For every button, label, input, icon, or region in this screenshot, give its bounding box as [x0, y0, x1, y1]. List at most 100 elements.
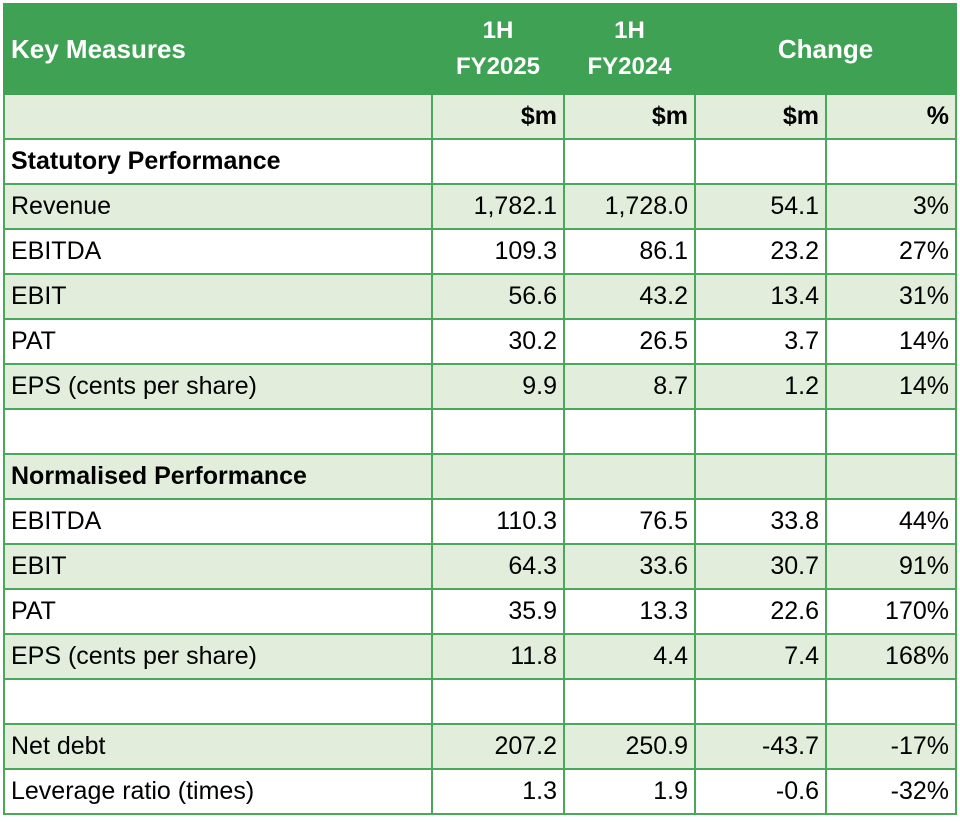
row-label: EBIT [3, 543, 433, 590]
value-percent: -32% [825, 768, 957, 815]
key-measures-table: Key Measures 1H FY2025 1H FY2024 Change … [3, 3, 957, 815]
value-percent: 44% [825, 498, 957, 545]
table-row: Leverage ratio (times) 1.3 1.9 -0.6 -32% [3, 768, 957, 815]
value-percent: -17% [825, 723, 957, 770]
row-label: EBIT [3, 273, 433, 320]
empty-cell [694, 453, 827, 500]
row-label: EBITDA [3, 498, 433, 545]
section-row-statutory: Statutory Performance [3, 138, 957, 185]
value-change: -0.6 [694, 768, 827, 815]
value-percent: 91% [825, 543, 957, 590]
empty-cell [3, 408, 433, 455]
value-fy2025: 110.3 [431, 498, 565, 545]
key-measures-table-wrapper: Key Measures 1H FY2025 1H FY2024 Change … [3, 3, 957, 815]
header-1h-fy2024-line1: 1H [614, 17, 645, 44]
empty-cell [3, 678, 433, 725]
section-title-normalised: Normalised Performance [3, 453, 433, 500]
value-fy2024: 33.6 [563, 543, 696, 590]
table-row: EPS (cents per share) 11.8 4.4 7.4 168% [3, 633, 957, 680]
header-change: Change [694, 3, 957, 95]
empty-cell [431, 138, 565, 185]
empty-cell [825, 138, 957, 185]
row-label: EPS (cents per share) [3, 633, 433, 680]
value-change: 22.6 [694, 588, 827, 635]
table-row: PAT 35.9 13.3 22.6 170% [3, 588, 957, 635]
value-change: -43.7 [694, 723, 827, 770]
row-label: Leverage ratio (times) [3, 768, 433, 815]
value-fy2025: 35.9 [431, 588, 565, 635]
row-label: EPS (cents per share) [3, 363, 433, 410]
empty-cell [825, 453, 957, 500]
value-fy2024: 4.4 [563, 633, 696, 680]
table-row: EBITDA 110.3 76.5 33.8 44% [3, 498, 957, 545]
value-fy2025: 109.3 [431, 228, 565, 275]
value-fy2025: 64.3 [431, 543, 565, 590]
unit-fy2024: $m [563, 93, 696, 140]
value-fy2024: 13.3 [563, 588, 696, 635]
value-fy2024: 1.9 [563, 768, 696, 815]
row-label: Net debt [3, 723, 433, 770]
value-change: 1.2 [694, 363, 827, 410]
value-change: 13.4 [694, 273, 827, 320]
value-fy2025: 30.2 [431, 318, 565, 365]
empty-cell [563, 408, 696, 455]
table-row: EBIT 56.6 43.2 13.4 31% [3, 273, 957, 320]
empty-cell [431, 408, 565, 455]
header-1h-fy2025-line1: 1H [482, 17, 514, 44]
value-fy2024: 43.2 [563, 273, 696, 320]
units-row: $m $m $m % [3, 93, 957, 140]
value-fy2025: 56.6 [431, 273, 565, 320]
value-percent: 168% [825, 633, 957, 680]
table-row: EBITDA 109.3 86.1 23.2 27% [3, 228, 957, 275]
units-label-cell [3, 93, 433, 140]
value-change: 54.1 [694, 183, 827, 230]
value-change: 33.8 [694, 498, 827, 545]
empty-cell [563, 453, 696, 500]
empty-cell [431, 678, 565, 725]
value-percent: 31% [825, 273, 957, 320]
value-percent: 27% [825, 228, 957, 275]
row-label: PAT [3, 318, 433, 365]
value-fy2025: 11.8 [431, 633, 565, 680]
value-percent: 170% [825, 588, 957, 635]
table-row: Net debt 207.2 250.9 -43.7 -17% [3, 723, 957, 770]
value-fy2025: 9.9 [431, 363, 565, 410]
header-1h-fy2024-line2: FY2024 [587, 53, 672, 80]
empty-cell [431, 453, 565, 500]
header-row: Key Measures 1H FY2025 1H FY2024 Change [3, 3, 957, 95]
row-label: PAT [3, 588, 433, 635]
spacer-row [3, 678, 957, 725]
table-row: Revenue 1,782.1 1,728.0 54.1 3% [3, 183, 957, 230]
unit-change: $m [694, 93, 827, 140]
value-percent: 14% [825, 318, 957, 365]
unit-fy2025: $m [431, 93, 565, 140]
table-row: EPS (cents per share) 9.9 8.7 1.2 14% [3, 363, 957, 410]
section-row-normalised: Normalised Performance [3, 453, 957, 500]
value-change: 23.2 [694, 228, 827, 275]
empty-cell [563, 678, 696, 725]
table-row: PAT 30.2 26.5 3.7 14% [3, 318, 957, 365]
value-percent: 3% [825, 183, 957, 230]
value-fy2024: 8.7 [563, 363, 696, 410]
value-fy2025: 207.2 [431, 723, 565, 770]
empty-cell [563, 138, 696, 185]
value-percent: 14% [825, 363, 957, 410]
empty-cell [694, 138, 827, 185]
value-fy2024: 26.5 [563, 318, 696, 365]
empty-cell [694, 408, 827, 455]
value-fy2024: 250.9 [563, 723, 696, 770]
header-1h-fy2025-line2: FY2025 [455, 53, 541, 80]
spacer-row [3, 408, 957, 455]
value-fy2025: 1.3 [431, 768, 565, 815]
value-change: 7.4 [694, 633, 827, 680]
header-1h-fy2025: 1H FY2025 [431, 3, 565, 95]
section-title-statutory: Statutory Performance [3, 138, 433, 185]
header-key-measures: Key Measures [3, 3, 433, 95]
empty-cell [825, 408, 957, 455]
empty-cell [694, 678, 827, 725]
value-change: 3.7 [694, 318, 827, 365]
header-1h-fy2024: 1H FY2024 [563, 3, 696, 95]
unit-percent: % [825, 93, 957, 140]
value-fy2025: 1,782.1 [431, 183, 565, 230]
row-label: Revenue [3, 183, 433, 230]
